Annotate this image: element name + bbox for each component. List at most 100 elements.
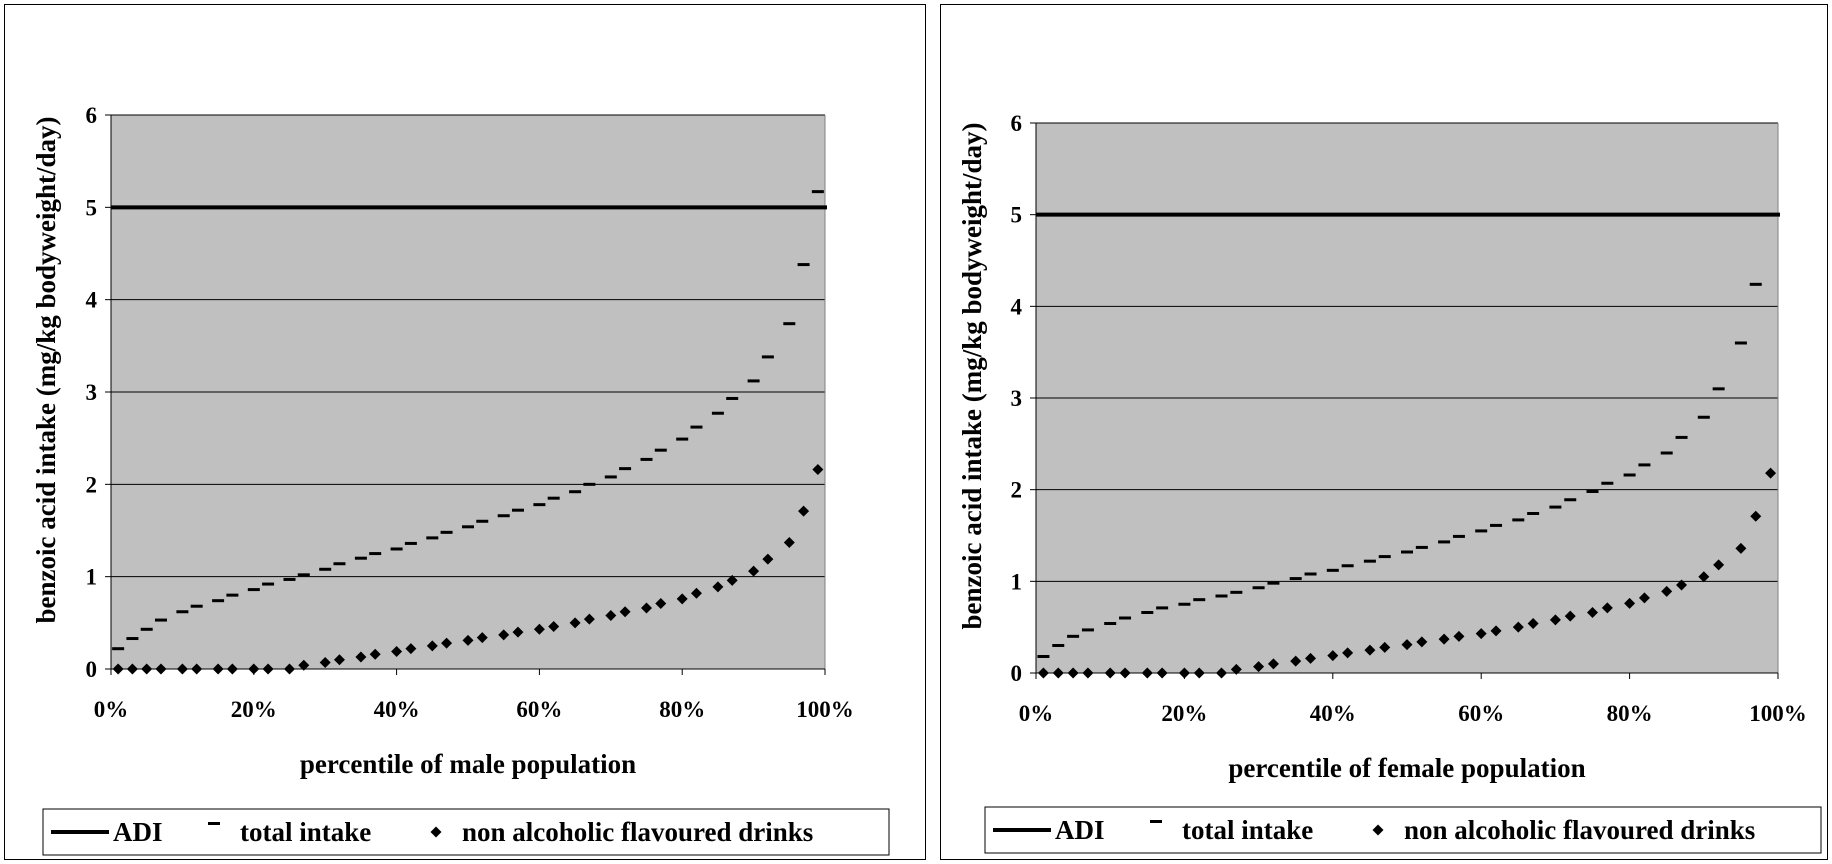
drinks-point [319,657,331,669]
total-intake-point [1304,572,1317,576]
drinks-point [712,581,724,593]
drinks-point [298,659,310,671]
drinks-point [1379,641,1391,653]
legend-box [984,806,1822,854]
total-intake-point [154,618,167,622]
drinks-point [1141,667,1153,679]
y-tick-label: 1 [86,565,98,590]
drinks-point [212,663,224,675]
drinks-point [112,663,124,675]
drinks-point [533,623,545,635]
y-tick-label: 5 [1011,203,1023,228]
legend-drinks-swatch [430,826,442,838]
drinks-point [1267,658,1279,670]
total-intake-point [1326,568,1339,572]
total-intake-point [297,573,310,577]
x-tick-label: 40% [1310,701,1356,726]
drinks-point [1527,618,1539,629]
drinks-point [391,645,403,657]
drinks-point [1438,633,1450,645]
total-intake-point [654,448,667,452]
total-intake-point [440,530,453,534]
drinks-point [619,606,631,618]
total-intake-point [619,467,632,471]
drinks-point [1676,579,1688,591]
drinks-point [1052,667,1064,679]
x-tick-label: 20% [231,697,277,722]
total-intake-point [283,577,296,581]
total-intake-point [1037,655,1050,658]
y-tick-label: 4 [86,288,98,313]
drinks-point [1364,644,1376,656]
total-intake-point [583,482,596,486]
total-intake-point [1527,512,1540,515]
drinks-point [690,587,702,599]
drinks-point [1037,667,1049,679]
total-intake-point [1549,505,1562,509]
drinks-point [426,640,438,652]
total-intake-point [797,263,810,267]
total-intake-point [547,496,560,500]
x-tick-label: 0% [1019,701,1054,726]
female-chart: 0 1 2 3 4 5 6 0% 20% 40% 60% 80% 100% percentile of f… [940,4,1828,860]
drinks-point [1587,607,1598,618]
drinks-point [655,597,667,609]
total-intake-point [226,593,239,597]
total-intake-point [426,536,439,540]
x-tick-label: 80% [659,697,705,722]
drinks-point [1178,667,1190,679]
drinks-point [176,663,188,675]
y-tick-label: 2 [86,472,98,497]
drinks-point [191,663,203,675]
total-intake-point [1749,282,1762,286]
total-intake-point [262,582,275,586]
drinks-point [248,663,260,675]
total-intake-point [811,190,824,194]
total-intake-point [1452,534,1465,538]
total-intake-point [1586,490,1599,493]
total-intake-point [640,457,653,461]
total-intake-point [1490,523,1503,527]
total-intake-point [1512,518,1525,522]
total-intake-point [1601,481,1614,485]
drinks-point [1512,621,1524,633]
total-intake-point [676,437,689,441]
drinks-point [1713,559,1725,571]
drinks-point [498,629,510,641]
total-intake-point [726,396,739,400]
drinks-point [605,609,617,621]
drinks-point [1416,636,1428,648]
x-tick-label: 60% [516,697,562,722]
y-tick-label: 1 [1011,569,1023,594]
legend-drinks-label: non alcoholic flavoured drinks [1404,815,1755,845]
legend-box [42,808,890,856]
drinks-point [1624,597,1636,609]
drinks-point [1119,667,1131,679]
total-intake-point [1215,594,1228,598]
drinks-point [476,632,488,644]
x-tick-label: 100% [1749,701,1807,726]
total-intake-point [1341,564,1354,568]
drinks-point [1698,571,1710,583]
drinks-point [1156,667,1168,679]
legend-total-swatch [1150,820,1162,823]
y-tick-label: 2 [1011,478,1023,503]
total-intake-point [511,508,524,512]
total-intake-point [533,503,546,507]
y-axis-title: benzoic acid intake (mg/kg bodyweight/da… [31,116,61,623]
drinks-point [1067,667,1079,679]
drinks-point [798,505,810,517]
total-intake-point [1675,435,1688,439]
x-tick-label: 20% [1161,701,1207,726]
y-tick-label: 0 [1011,661,1023,686]
total-intake-point [1267,581,1280,585]
total-intake-point [112,647,125,651]
x-axis-title: percentile of female population [1228,753,1585,783]
drinks-point [369,648,381,660]
drinks-point [726,574,738,586]
total-intake-point [1660,451,1673,455]
total-intake-point [1712,387,1725,391]
drinks-point [569,617,581,629]
total-intake-point [1378,555,1391,559]
total-intake-point [604,475,617,479]
